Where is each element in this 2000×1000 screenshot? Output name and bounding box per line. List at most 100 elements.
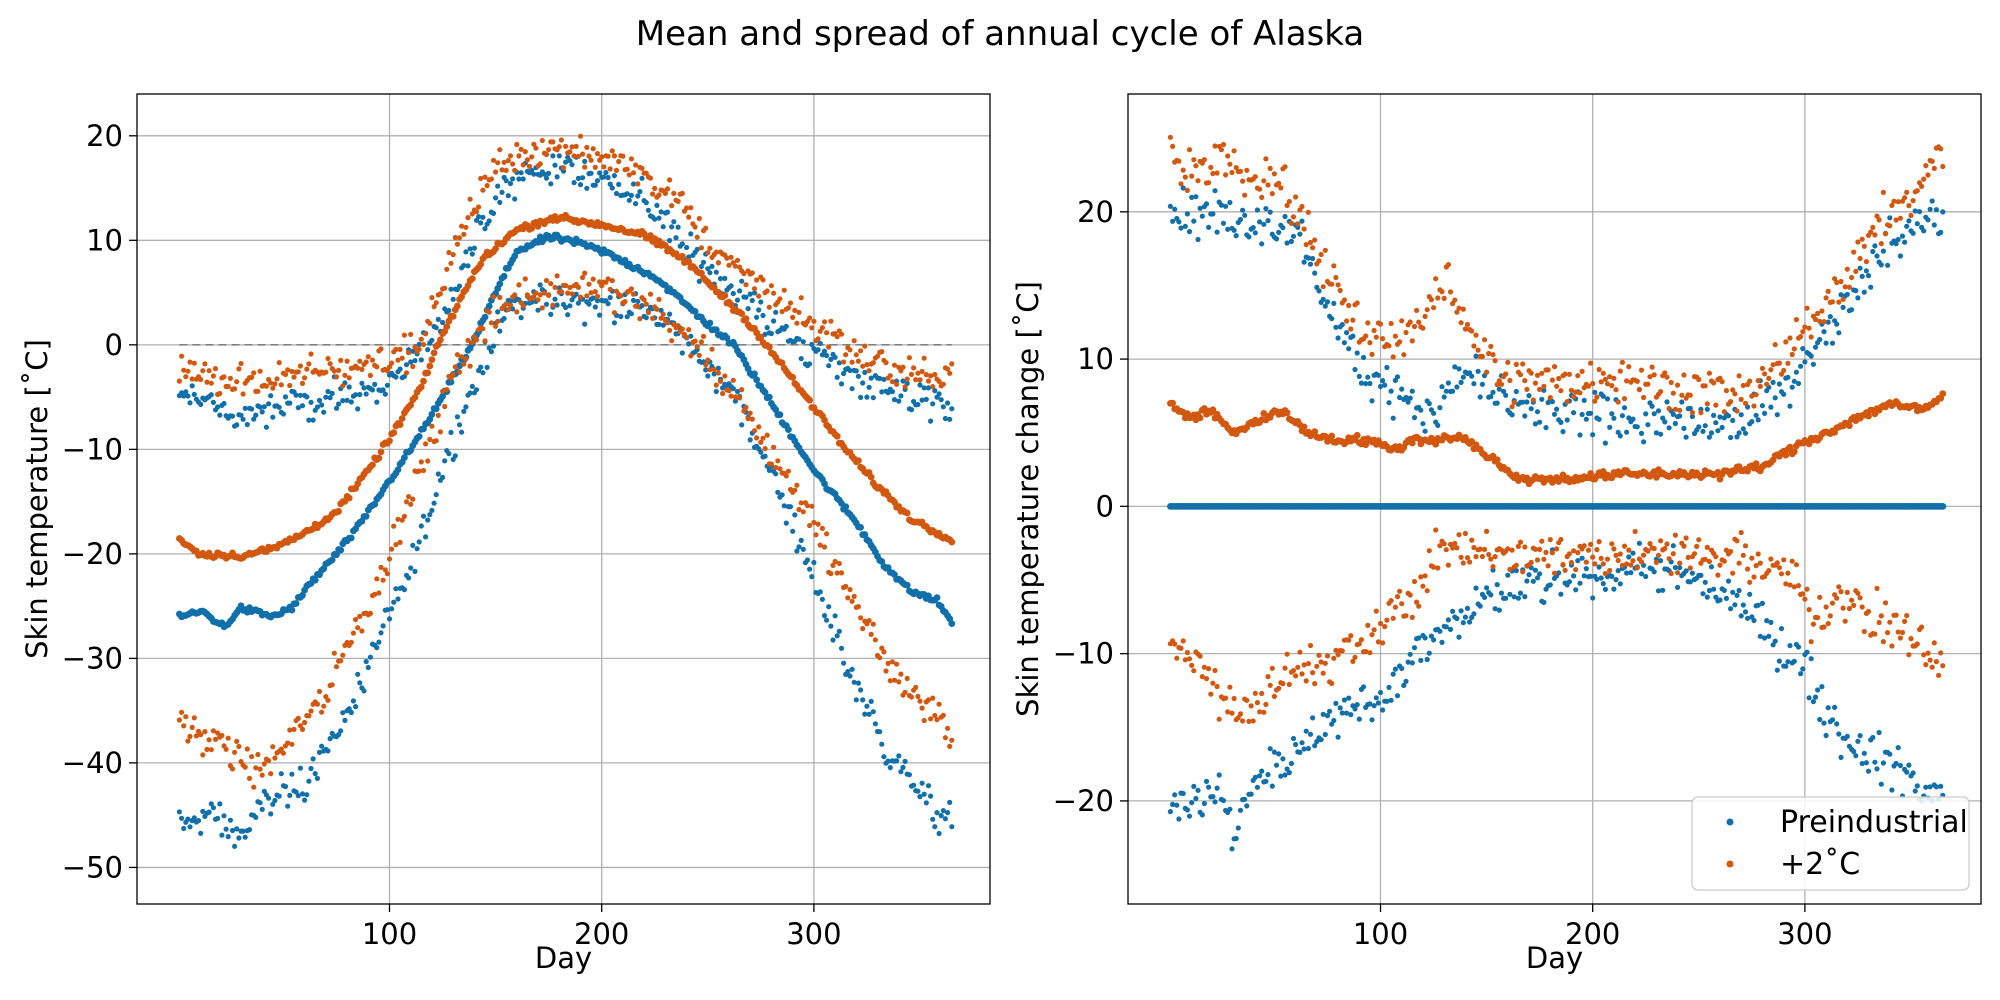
right-panel-preindustrial-upper-point [1458, 379, 1464, 385]
right-panel-plus2c-lower-point [1604, 556, 1611, 562]
left-panel-preindustrial-lower-point [715, 365, 722, 371]
right-panel-plus2c-upper-point [1645, 381, 1651, 387]
right-panel-preindustrial-upper-point [1422, 428, 1428, 434]
left-panel-plus2c-lower-point [637, 316, 643, 322]
right-panel-plus2c-lower-point [1590, 554, 1596, 560]
left-panel-plus2c-lower-point [302, 719, 308, 726]
left-panel-preindustrial-upper-point [592, 182, 598, 188]
left-panel-preindustrial-lower-point [338, 728, 344, 734]
left-panel-plus2c-lower-point [193, 733, 199, 739]
left-panel-plus2c-lower-point [569, 291, 575, 297]
right-panel-plus2c-upper-point [1257, 186, 1263, 192]
left-panel-plus2c-upper-point [669, 203, 675, 209]
right-panel-preindustrial-upper-point [1261, 221, 1267, 227]
right-panel-plus2c-lower-point [1492, 554, 1498, 560]
left-panel-preindustrial-lower-point [703, 367, 709, 373]
right-panel-plus2c-upper-point [1819, 308, 1825, 314]
right-panel-plus2c-upper-point [1624, 378, 1630, 384]
left-panel-preindustrial-upper-point [325, 388, 331, 395]
left-panel-plus2c-lower-point [813, 532, 819, 538]
right-panel-plus2c-upper-point [1206, 180, 1212, 186]
right-panel-preindustrial-lower-point [1912, 788, 1918, 794]
right-panel-preindustrial-lower-point [1458, 608, 1464, 614]
left-panel-plus2c-lower-point [486, 309, 492, 315]
left-panel-preindustrial-lower-point [501, 315, 507, 322]
left-panel-preindustrial-lower-point [773, 471, 779, 477]
left-panel-plus2c-upper-point [771, 290, 777, 296]
left-panel-plus2c-upper-point [210, 373, 216, 379]
left-panel-plus2c-lower-point [737, 395, 743, 401]
left-panel-plus2c-upper-point [531, 141, 537, 147]
left-panel-preindustrial-lower-point [266, 795, 272, 801]
left-panel-preindustrial-lower-point [459, 429, 465, 435]
right-panel-plus2c-lower-point [1477, 546, 1483, 552]
right-panel-preindustrial-lower-point [1443, 624, 1449, 630]
left-panel-preindustrial-lower-point [853, 697, 859, 703]
left-panel-preindustrial-lower-point [518, 315, 524, 321]
left-panel-plus2c-lower-point [480, 326, 486, 332]
right-panel-preindustrial-upper-point [1906, 218, 1912, 224]
left-panel-plus2c-upper-point [724, 255, 730, 261]
left-panel-plus2c-upper-point [537, 161, 543, 167]
left-panel-plus2c-upper-point [304, 366, 310, 372]
left-panel-preindustrial-upper-point [928, 418, 934, 424]
right-panel-preindustrial-upper-point [1749, 419, 1755, 425]
right-panel-preindustrial-upper-point [1475, 368, 1481, 374]
left-panel-preindustrial-upper-point [548, 181, 554, 187]
right-panel-preindustrial-lower-point [1356, 716, 1362, 722]
right-panel-preindustrial-upper-point [1225, 226, 1231, 232]
left-panel-plus2c-lower-point [925, 697, 932, 703]
right-panel-preindustrial-lower-point [1810, 699, 1816, 705]
left-panel-plus2c-upper-point [694, 234, 700, 240]
left-panel-plus2c-lower-point [717, 378, 724, 384]
right-panel-plus2c-upper-point [1889, 202, 1895, 208]
right-panel-preindustrial-upper-point [1352, 366, 1358, 373]
right-panel-preindustrial-lower-point [1836, 731, 1842, 737]
left-panel-preindustrial-upper-point [433, 325, 439, 331]
left-panel-preindustrial-upper-point [800, 339, 806, 345]
left-panel-preindustrial-lower-point [563, 304, 569, 311]
right-panel-preindustrial-lower-point [1759, 600, 1765, 607]
left-panel-plus2c-lower-point [427, 436, 433, 442]
right-panel-preindustrial-upper-point [1785, 374, 1791, 380]
left-panel-plus2c-lower-point [628, 286, 635, 292]
left-panel-preindustrial-mean-point [933, 594, 941, 601]
right-panel-plus2c-upper-point [1537, 386, 1543, 392]
right-panel-plus2c-lower-point [1613, 552, 1619, 559]
right-panel-preindustrial-lower-point [1897, 762, 1903, 769]
left-panel-preindustrial-upper-point [476, 214, 482, 220]
right-panel-preindustrial-lower-point [1534, 575, 1541, 581]
right-panel-plus2c-upper-point [1742, 400, 1749, 406]
right-panel-preindustrial-upper-point [1624, 429, 1630, 435]
right-panel-plus2c-lower-point [1919, 624, 1925, 630]
right-panel-plus2c-lower-point [1757, 560, 1763, 566]
right-panel-plus2c-lower-point [1658, 538, 1664, 544]
right-panel-preindustrial-lower-point [1717, 597, 1723, 603]
left-panel-preindustrial-lower-point [215, 815, 221, 822]
left-panel-preindustrial-lower-point [787, 504, 794, 510]
right-panel-preindustrial-lower-point [1600, 581, 1606, 587]
right-panel-preindustrial-lower-point [1577, 580, 1583, 586]
left-panel-plus2c-upper-point [764, 288, 770, 294]
left-panel-plus2c-upper-point [459, 223, 465, 229]
right-panel-preindustrial-upper-point [1503, 392, 1509, 398]
left-panel-plus2c-lower-point [299, 726, 306, 733]
left-panel-plus2c-mean-point [398, 415, 406, 422]
right-panel-preindustrial-lower-point [1923, 784, 1929, 790]
right-panel-plus2c-lower-point [1201, 664, 1207, 670]
left-panel-plus2c-lower-point [720, 390, 726, 397]
right-panel-preindustrial-upper-point [1346, 346, 1352, 352]
right-panel-plus2c-mean-point [1353, 431, 1361, 439]
left-panel-preindustrial-upper-point [864, 394, 870, 400]
left-panel-plus2c-upper-point [811, 318, 817, 324]
left-panel-plus2c-upper-point [546, 147, 552, 153]
left-panel-plus2c-lower-point [420, 467, 427, 474]
right-panel-plus2c-upper-point [1354, 300, 1360, 306]
right-panel-plus2c-lower-point [1740, 552, 1746, 558]
right-panel-plus2c-upper-point [1414, 307, 1420, 313]
left-panel-plus2c-lower-point [270, 744, 276, 750]
left-panel-xtick-label: 100 [362, 917, 417, 951]
right-panel-preindustrial-upper-point [1925, 217, 1931, 223]
right-panel-plus2c-lower-point [1897, 635, 1903, 641]
left-panel-plus2c-upper-point [558, 137, 565, 143]
